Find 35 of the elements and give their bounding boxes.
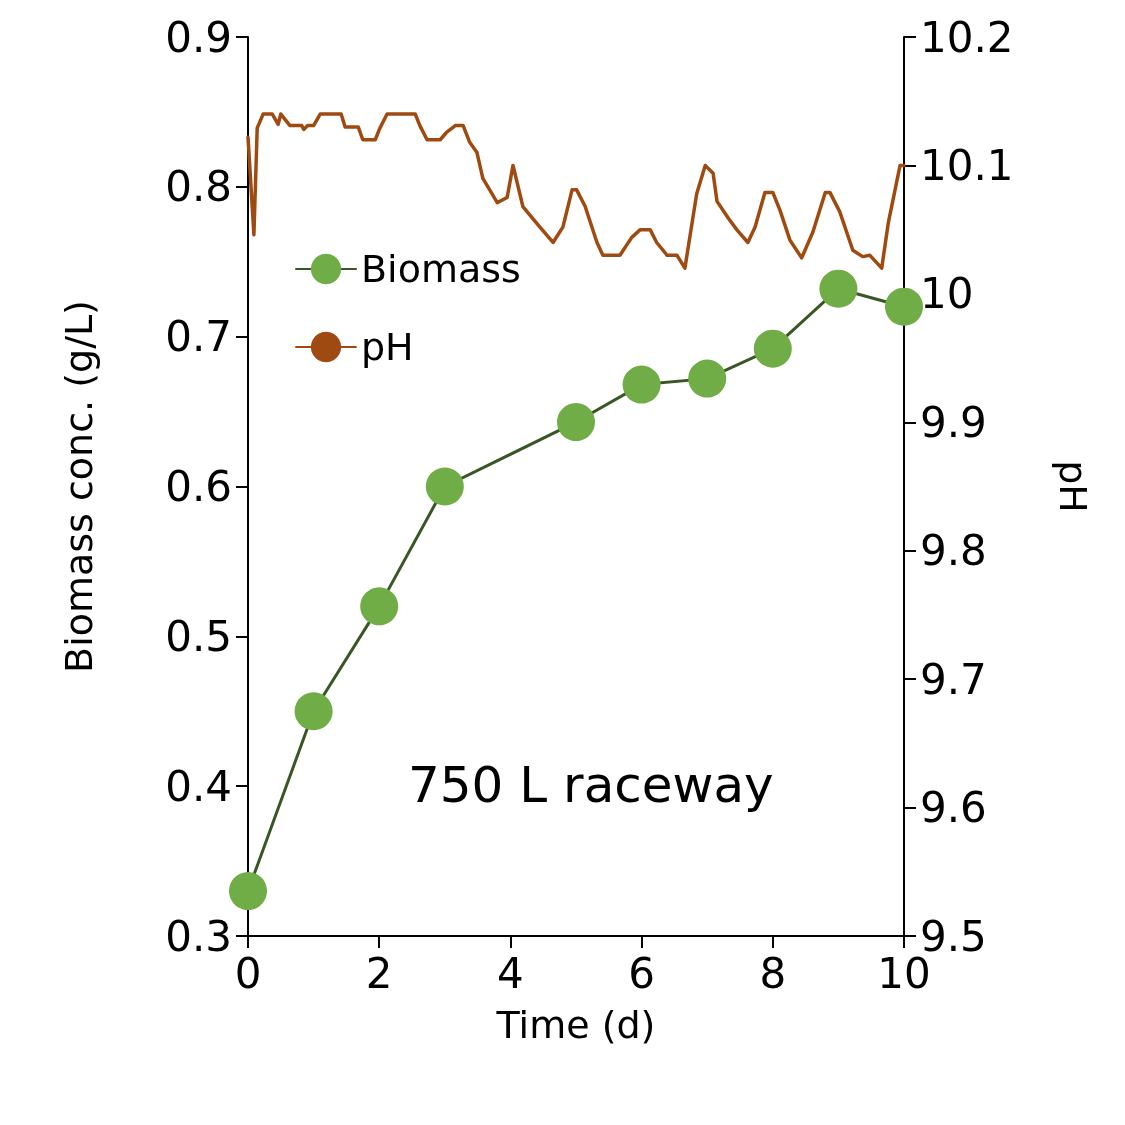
x-tick-label: 6 <box>628 948 655 998</box>
y-tick-label: 0.8 <box>165 162 232 212</box>
y-tick-label: 0.9 <box>165 12 232 62</box>
x-tick-label: 0 <box>234 948 262 998</box>
y2-tick-label: 9.7 <box>920 654 987 704</box>
y2-tick-label: 9.6 <box>920 783 987 833</box>
point <box>753 329 792 368</box>
point <box>557 403 595 442</box>
point <box>229 872 267 911</box>
y2-tick-label: 10 <box>920 269 974 319</box>
annotation: 750 L raceway <box>408 756 774 814</box>
y-tick-label: 0.7 <box>165 312 232 362</box>
point <box>819 269 858 308</box>
x-tick-label: 2 <box>365 948 393 998</box>
x-axis-title: Time (d) <box>495 1003 656 1047</box>
point <box>360 587 399 626</box>
y-tick-label: 0.4 <box>165 761 232 811</box>
legend-label: pH <box>361 325 414 369</box>
y2-tick-label: 9.9 <box>920 397 987 447</box>
y-axis-title: Biomass conc. (g/L) <box>57 300 101 673</box>
y-tick-label: 0.6 <box>165 462 232 511</box>
x-tick-label: 4 <box>497 948 524 998</box>
y2-axis-title: pH <box>1051 460 1095 513</box>
point <box>688 359 727 398</box>
point <box>425 467 464 506</box>
y2-tick-label: 9.8 <box>920 526 987 576</box>
x-tick-label: 8 <box>759 948 787 998</box>
point <box>885 287 923 326</box>
y2-tick-label: 10.1 <box>920 140 1014 190</box>
y-tick-label: 0.3 <box>165 911 232 961</box>
y2-tick-label: 10.2 <box>920 12 1014 62</box>
legend-label: Biomass <box>361 247 521 291</box>
y-tick-label: 0.5 <box>165 611 232 661</box>
point <box>622 365 661 404</box>
point <box>294 692 333 731</box>
